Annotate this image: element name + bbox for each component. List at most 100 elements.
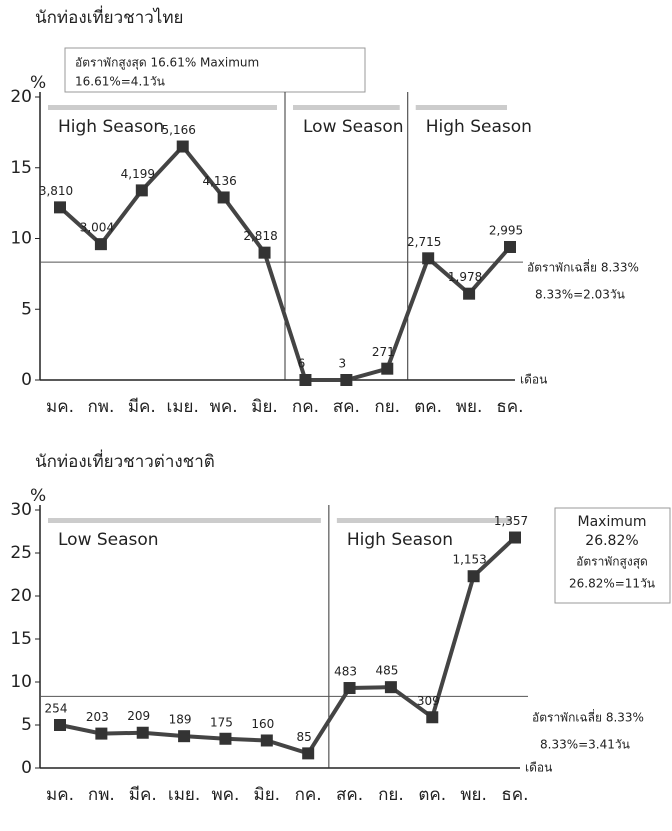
point-annotation: 160 (251, 717, 274, 731)
point-annotation: 2,715 (407, 235, 441, 249)
data-point (260, 734, 273, 747)
point-annotation: 203 (86, 710, 109, 724)
season-band (48, 518, 321, 523)
point-annotation: 5,166 (162, 123, 196, 137)
average-label: อัตราพักเฉลี่ย 8.33% (527, 259, 639, 275)
point-annotation: 4,199 (121, 167, 155, 181)
data-point (422, 252, 435, 265)
point-annotation: 6 (298, 357, 306, 371)
point-annotation: 3 (339, 357, 347, 371)
average-label: อัตราพักเฉลี่ย 8.33% (532, 709, 644, 725)
season-band (336, 518, 512, 523)
x-tick-label: สค. (333, 397, 360, 417)
x-tick-label: มิย. (254, 785, 281, 805)
data-point (340, 374, 353, 386)
data-point (178, 730, 191, 743)
data-point (219, 732, 232, 745)
maximum-label-th: อัตราพักสูงสุด (576, 555, 648, 570)
x-tick-label: พย. (460, 785, 487, 805)
data-point (299, 374, 312, 386)
x-axis-label: เดือน (520, 373, 547, 387)
x-tick-label: ตค. (414, 397, 442, 417)
data-point (343, 682, 356, 695)
data-point (54, 201, 66, 214)
data-point (504, 240, 516, 253)
chart-title: นักท่องเที่ยวชาวไทย (35, 5, 184, 28)
season-label: Low Season (58, 530, 159, 550)
data-line (58, 143, 512, 382)
y-tick-label: 20 (10, 87, 32, 107)
point-annotation: 175 (210, 715, 233, 729)
data-line (59, 536, 517, 756)
season-label: High Season (58, 117, 164, 137)
y-tick-label: 30 (10, 500, 32, 520)
data-point (384, 681, 397, 694)
y-tick-label: 0 (21, 370, 32, 390)
season-band (48, 105, 277, 110)
chart-title: นักท่องเที่ยวชาวต่างชาติ (35, 449, 215, 472)
x-tick-label: เมย. (167, 397, 199, 417)
maximum-value: 26.82% (585, 533, 638, 549)
average-note: 8.33%=2.03วัน (535, 288, 625, 302)
x-axis-label: เดือน (525, 761, 552, 775)
data-point (302, 747, 315, 760)
y-tick-label: 10 (10, 229, 32, 249)
maximum-box (64, 47, 366, 93)
x-tick-label: มค. (46, 397, 74, 417)
y-tick-label: 20 (10, 586, 32, 606)
data-point (136, 726, 149, 739)
x-tick-label: กพ. (87, 397, 114, 417)
point-annotation: 3,004 (80, 221, 114, 235)
point-annotation: 271 (372, 345, 395, 359)
x-tick-label: ธค. (501, 785, 528, 805)
average-note: 8.33%=3.41วัน (540, 738, 630, 752)
point-annotation: 1,357 (494, 514, 528, 528)
data-point (381, 362, 394, 375)
point-annotation: 254 (45, 702, 68, 716)
point-annotation: 309 (417, 694, 440, 708)
data-point (176, 140, 189, 153)
y-tick-label: 5 (21, 299, 32, 319)
point-annotation: 189 (169, 713, 192, 727)
x-tick-label: พค. (211, 785, 239, 805)
data-point (509, 531, 521, 544)
x-tick-label: มีค. (129, 785, 157, 805)
season-label: Low Season (303, 117, 404, 137)
x-tick-label: พย. (456, 397, 483, 417)
x-tick-label: ธค. (496, 397, 523, 417)
y-axis-label: % (30, 73, 46, 93)
x-tick-label: มิย. (251, 397, 278, 417)
point-annotation: 1,153 (452, 553, 486, 567)
y-tick-label: 5 (21, 715, 32, 735)
x-tick-label: เมย. (168, 785, 200, 805)
point-annotation: 2,995 (489, 223, 523, 237)
x-tick-label: ตค. (418, 785, 446, 805)
season-band (293, 105, 400, 110)
season-band (415, 105, 507, 110)
point-annotation: 4,136 (202, 174, 236, 188)
maximum-label: Maximum (578, 514, 647, 530)
y-tick-label: 10 (10, 672, 32, 692)
season-label: High Season (347, 530, 453, 550)
season-label: High Season (426, 117, 532, 137)
point-annotation: 2,818 (243, 229, 277, 243)
maximum-note: 26.82%=11วัน (569, 577, 655, 591)
maximum-note: 16.61%=4.1วัน (75, 75, 165, 89)
data-point (217, 191, 230, 204)
data-point (426, 711, 439, 724)
point-annotation: 483 (334, 665, 357, 679)
data-point (135, 184, 148, 197)
x-tick-label: กค. (295, 785, 322, 805)
x-tick-label: กย. (378, 785, 404, 805)
data-point (258, 246, 271, 259)
x-tick-label: กพ. (88, 785, 115, 805)
maximum-label: อัตราพักสูงสุด 16.61% Maximum (75, 56, 259, 71)
y-tick-label: 15 (10, 158, 32, 178)
y-tick-label: 0 (21, 758, 32, 778)
maximum-box (554, 507, 671, 604)
x-tick-label: มค. (46, 785, 74, 805)
point-annotation: 485 (375, 664, 398, 678)
point-annotation: 209 (127, 709, 150, 723)
y-tick-label: 15 (10, 629, 32, 649)
